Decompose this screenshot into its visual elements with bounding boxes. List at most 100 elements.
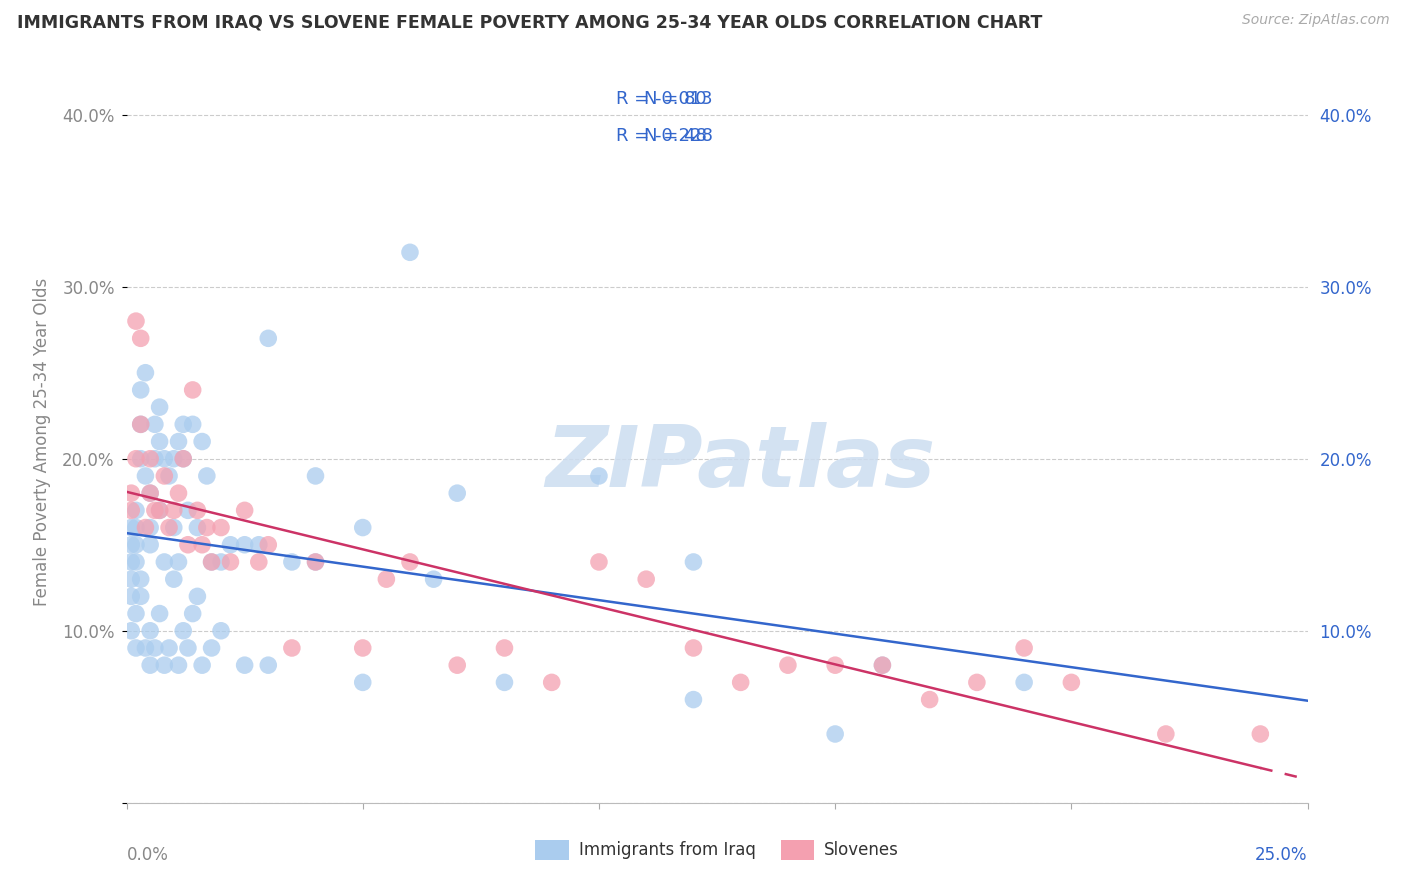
Text: 0.0%: 0.0% [127,847,169,864]
Point [149,607,172,621]
Point [730,675,752,690]
Point [120,503,142,517]
Y-axis label: Female Poverty Among 25-34 Year Olds: Female Poverty Among 25-34 Year Olds [34,277,51,606]
Point [143,640,166,655]
Point [129,383,152,397]
Point [219,555,242,569]
Point [304,469,326,483]
Point [143,503,166,517]
Point [636,572,658,586]
Point [399,555,422,569]
Point [149,434,172,449]
Point [149,503,172,517]
Point [682,640,704,655]
Point [172,451,194,466]
Point [186,590,208,604]
Point [129,331,152,345]
Point [776,658,799,673]
Point [149,400,172,414]
Text: R = -0.013: R = -0.013 [616,90,713,108]
Point [167,658,190,673]
Point [375,572,398,586]
Point [209,555,232,569]
Point [172,417,194,432]
Point [233,538,256,552]
Point [281,640,304,655]
Point [247,538,270,552]
Point [163,520,186,534]
Point [200,555,222,569]
Point [134,469,156,483]
Point [120,555,142,569]
Point [134,640,156,655]
Point [233,503,256,517]
Text: N = 80: N = 80 [644,90,707,108]
Point [172,451,194,466]
Text: IMMIGRANTS FROM IRAQ VS SLOVENE FEMALE POVERTY AMONG 25-34 YEAR OLDS CORRELATION: IMMIGRANTS FROM IRAQ VS SLOVENE FEMALE P… [17,13,1042,31]
Point [163,503,186,517]
Point [153,658,176,673]
Point [824,658,846,673]
Point [209,624,232,638]
Point [149,503,172,517]
Point [540,675,562,690]
Point [966,675,988,690]
Point [157,469,180,483]
Point [1249,727,1271,741]
Point [177,640,200,655]
Point [1060,675,1083,690]
Point [153,451,176,466]
Point [1012,675,1035,690]
Point [157,520,180,534]
Point [257,538,280,552]
Point [588,469,610,483]
Point [191,538,214,552]
Point [304,555,326,569]
Point [422,572,444,586]
Point [186,520,208,534]
Point [195,520,218,534]
Point [399,245,422,260]
Point [494,640,516,655]
Point [824,727,846,741]
Point [143,451,166,466]
Point [125,538,148,552]
Point [139,538,162,552]
Point [139,520,162,534]
Point [139,658,162,673]
Point [191,658,214,673]
Point [125,555,148,569]
Point [588,555,610,569]
Point [120,572,142,586]
Point [139,451,162,466]
Point [143,417,166,432]
Point [134,366,156,380]
Point [129,572,152,586]
Point [177,503,200,517]
Point [352,520,374,534]
Point [167,555,190,569]
Point [200,555,222,569]
Point [120,486,142,500]
Point [247,555,270,569]
Point [125,314,148,328]
Point [167,434,190,449]
Point [682,692,704,706]
Point [446,486,468,500]
Point [129,417,152,432]
Point [125,520,148,534]
Point [129,417,152,432]
Point [153,555,176,569]
Point [129,590,152,604]
Text: R = -0.228: R = -0.228 [616,127,713,145]
Point [120,520,142,534]
Point [281,555,304,569]
Point [129,451,152,466]
Point [167,486,190,500]
Point [219,538,242,552]
Point [918,692,941,706]
Point [153,469,176,483]
Point [120,624,142,638]
Point [872,658,894,673]
Point [181,417,204,432]
